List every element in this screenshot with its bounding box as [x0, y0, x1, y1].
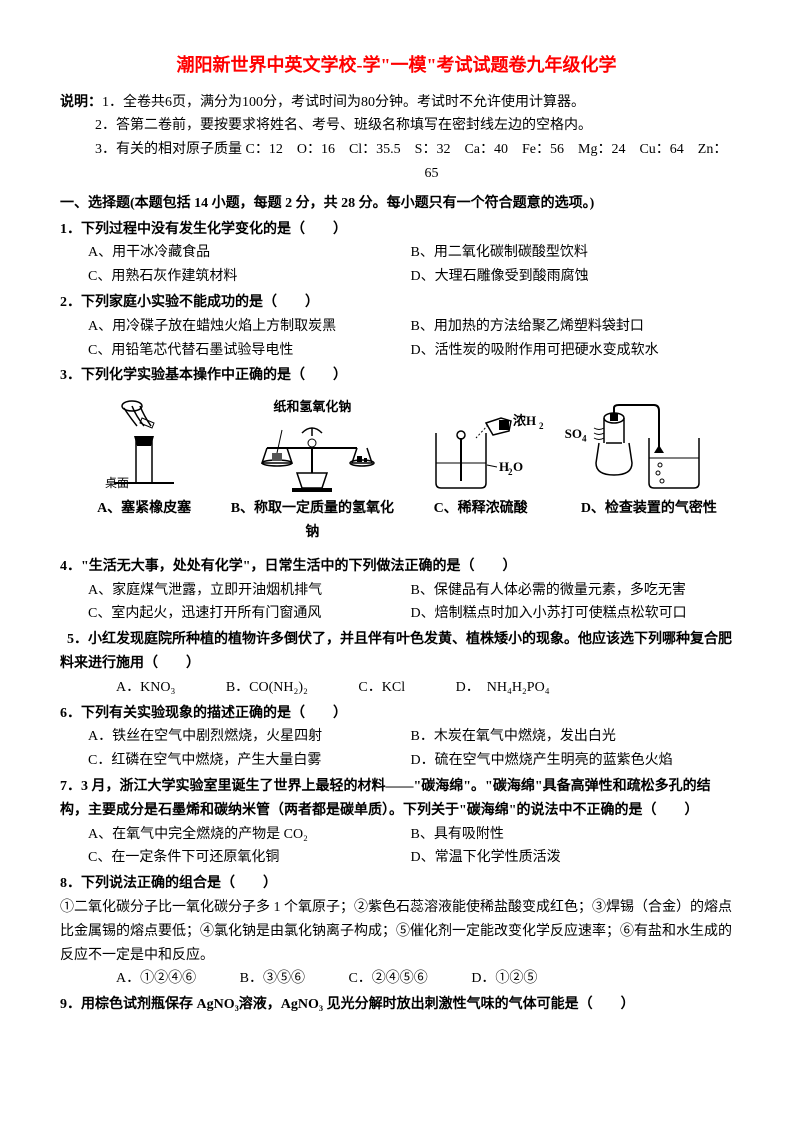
q1-opt-d: D、大理石雕像受到酸雨腐蚀: [411, 265, 734, 289]
q5-stem: 5．小红发现庭院所种植的植物许多倒伏了，并且伴有叶色发黄、植株矮小的现象。他应该…: [60, 628, 733, 676]
q1-opt-b: B、用二氧化碳制碳酸型饮料: [411, 241, 734, 265]
q3-opt-a: A、塞紧橡皮塞: [60, 497, 228, 545]
instr-line-3: 3．有关的相对原子质量 C：12 O：16 Cl：35.5 S：32 Ca：40…: [60, 138, 733, 162]
question-2: 2．下列家庭小实验不能成功的是（ ） A、用冷碟子放在蜡烛火焰上方制取炭黑 B、…: [60, 291, 733, 362]
q2-opt-c: C、用铅笔芯代替石墨试验导电性: [88, 339, 411, 363]
instr-label: 说明：: [60, 95, 102, 110]
q1-stem-text: 1．下列过程中没有发生化学变化的是（ ）: [60, 222, 347, 237]
q5-opt-d: D． NH₄H₂PO₄: [449, 676, 550, 700]
question-3: 3．下列化学实验基本操作中正确的是（ ） 桌面 纸和氢氧化钠: [60, 364, 733, 544]
q6-opt-d: D．硫在空气中燃烧产生明亮的蓝紫色火焰: [411, 749, 734, 773]
q6-opt-a: A．铁丝在空气中剧烈燃烧，火星四射: [88, 725, 411, 749]
q5-opt-c: C．KCl: [351, 676, 405, 700]
q3-stem: 3．下列化学实验基本操作中正确的是（ ）: [60, 364, 733, 388]
section-1-header: 一、选择题(本题包括 14 小题，每题 2 分，共 28 分。每小题只有一个符合…: [60, 192, 733, 216]
q7-stem: 7．3 月，浙江大学实验室里诞生了世界上最轻的材料——"碳海绵"。"碳海绵"具备…: [60, 775, 733, 823]
q4-stem-text: 4．"生活无大事，处处有化学"，日常生活中的下列做法正确的是（ ）: [60, 559, 517, 574]
q4-opt-b: B、保健品有人体必需的微量元素，多吃无害: [411, 579, 734, 603]
q7-opt-d: D、常温下化学性质活泼: [411, 846, 734, 870]
q7-stem-text: 7．3 月，浙江大学实验室里诞生了世界上最轻的材料——"碳海绵"。"碳海绵"具备…: [60, 779, 711, 818]
q8-opt-d: D．①②⑤: [471, 967, 537, 991]
instr-line-2: 2．答第二卷前，要按要求将姓名、考号、班级名称填写在密封线左边的空格内。: [60, 114, 733, 138]
q2-opt-a: A、用冷碟子放在蜡烛火焰上方制取炭黑: [88, 315, 411, 339]
q8-stem-text: 8．下列说法正确的组合是（ ）: [60, 876, 277, 891]
q3-opt-c: C、稀释浓硫酸: [397, 497, 565, 545]
q2-stem-text: 2．下列家庭小实验不能成功的是（ ）: [60, 295, 319, 310]
q6-opt-c: C．红磷在空气中燃烧，产生大量白雾: [88, 749, 411, 773]
q6-stem: 6．下列有关实验现象的描述正确的是（ ）: [60, 702, 733, 726]
q4-opt-c: C、室内起火，迅速打开所有门窗通风: [88, 602, 411, 626]
svg-text:浓H: 浓H: [513, 413, 536, 428]
q4-stem: 4．"生活无大事，处处有化学"，日常生活中的下列做法正确的是（ ）: [60, 555, 733, 579]
q7-opt-b: B、具有吸附性: [411, 823, 734, 847]
q3-fig-b-label: 纸和氢氧化钠: [228, 396, 396, 418]
q4-opt-d: D、焙制糕点时加入小苏打可使糕点松软可口: [411, 602, 734, 626]
airtight-icon: [584, 403, 714, 493]
q5-opt-b: B．CO(NH₂)₂: [219, 676, 308, 700]
q1-stem: 1．下列过程中没有发生化学变化的是（ ）: [60, 218, 733, 242]
q6-stem-text: 6．下列有关实验现象的描述正确的是（ ）: [60, 706, 347, 721]
q3-fig-a: 桌面: [60, 398, 228, 493]
q1-opt-a: A、用干冰冷藏食品: [88, 241, 411, 265]
page-title: 潮阳新世界中英文学校-学"一模"考试试题卷九年级化学: [60, 50, 733, 81]
instr-line-3b: 65: [60, 162, 733, 186]
question-9: 9．用棕色试剂瓶保存 AgNO₃溶液，AgNO₃ 见光分解时放出刺激性气味的气体…: [60, 993, 733, 1017]
question-7: 7．3 月，浙江大学实验室里诞生了世界上最轻的材料——"碳海绵"。"碳海绵"具备…: [60, 775, 733, 870]
question-6: 6．下列有关实验现象的描述正确的是（ ） A．铁丝在空气中剧烈燃烧，火星四射 B…: [60, 702, 733, 773]
question-5: 5．小红发现庭院所种植的植物许多倒伏了，并且伴有叶色发黄、植株矮小的现象。他应该…: [60, 628, 733, 699]
q3-opt-b: B、称取一定质量的氢氧化钠: [228, 497, 396, 545]
q3-stem-text: 3．下列化学实验基本操作中正确的是（ ）: [60, 368, 347, 383]
q2-opt-b: B、用加热的方法给聚乙烯塑料袋封口: [411, 315, 734, 339]
q3-figures: 桌面 纸和氢氧化钠: [60, 396, 733, 493]
q7-opt-a: A、在氧气中完全燃烧的产物是 CO₂: [88, 823, 411, 847]
svg-text:O: O: [513, 459, 523, 474]
question-4: 4．"生活无大事，处处有化学"，日常生活中的下列做法正确的是（ ） A、家庭煤气…: [60, 555, 733, 626]
svg-text:2: 2: [539, 421, 544, 431]
q8-stem: 8．下列说法正确的组合是（ ）: [60, 872, 733, 896]
q7-opt-c: C、在一定条件下可还原氧化铜: [88, 846, 411, 870]
question-8: 8．下列说法正确的组合是（ ） ①二氧化碳分子比一氧化碳分子多 1 个氧原子；②…: [60, 872, 733, 991]
balance-icon: [247, 418, 377, 493]
q1-opt-c: C、用熟石灰作建筑材料: [88, 265, 411, 289]
q8-body: ①二氧化碳分子比一氧化碳分子多 1 个氧原子；②紫色石蕊溶液能使稀盐酸变成红色；…: [60, 896, 733, 967]
question-1: 1．下列过程中没有发生化学变化的是（ ） A、用干冰冷藏食品 B、用二氧化碳制碳…: [60, 218, 733, 289]
q6-opt-b: B．木炭在氧气中燃烧，发出白光: [411, 725, 734, 749]
q3-opt-d: D、检查装置的气密性: [565, 497, 733, 545]
q3-fig-b: 纸和氢氧化钠: [228, 396, 396, 493]
q9-stem-text: 9．用棕色试剂瓶保存 AgNO₃溶液，AgNO₃ 见光分解时放出刺激性气味的气体…: [60, 997, 635, 1012]
q2-stem: 2．下列家庭小实验不能成功的是（ ）: [60, 291, 733, 315]
q3-fig-c: 浓H 2 H 2 O SO4: [397, 403, 565, 493]
q8-opt-b: B．③⑤⑥: [240, 967, 305, 991]
q2-opt-d: D、活性炭的吸附作用可把硬水变成软水: [411, 339, 734, 363]
q5-opt-a: A．KNO₃: [109, 676, 175, 700]
q8-opt-a: A．①②④⑥: [116, 967, 196, 991]
q8-opt-c: C．②④⑤⑥: [348, 967, 427, 991]
q3-figure-labels: A、塞紧橡皮塞 B、称取一定质量的氢氧化钠 C、稀释浓硫酸 D、检查装置的气密性: [60, 497, 733, 545]
dilute-icon: 浓H 2 H 2 O: [411, 403, 551, 493]
instructions: 说明：1．全卷共6页，满分为100分，考试时间为80分钟。考试时不允许使用计算器…: [60, 91, 733, 186]
q3-fig-d: [565, 403, 733, 493]
instr-line-1: 说明：1．全卷共6页，满分为100分，考试时间为80分钟。考试时不允许使用计算器…: [60, 91, 733, 115]
instr-1: 1．全卷共6页，满分为100分，考试时间为80分钟。考试时不允许使用计算器。: [102, 95, 585, 110]
q9-stem: 9．用棕色试剂瓶保存 AgNO₃溶液，AgNO₃ 见光分解时放出刺激性气味的气体…: [60, 993, 733, 1017]
q5-stem-text: 5．小红发现庭院所种植的植物许多倒伏了，并且伴有叶色发黄、植株矮小的现象。他应该…: [60, 632, 732, 671]
q4-opt-a: A、家庭煤气泄露，立即开油烟机排气: [88, 579, 411, 603]
